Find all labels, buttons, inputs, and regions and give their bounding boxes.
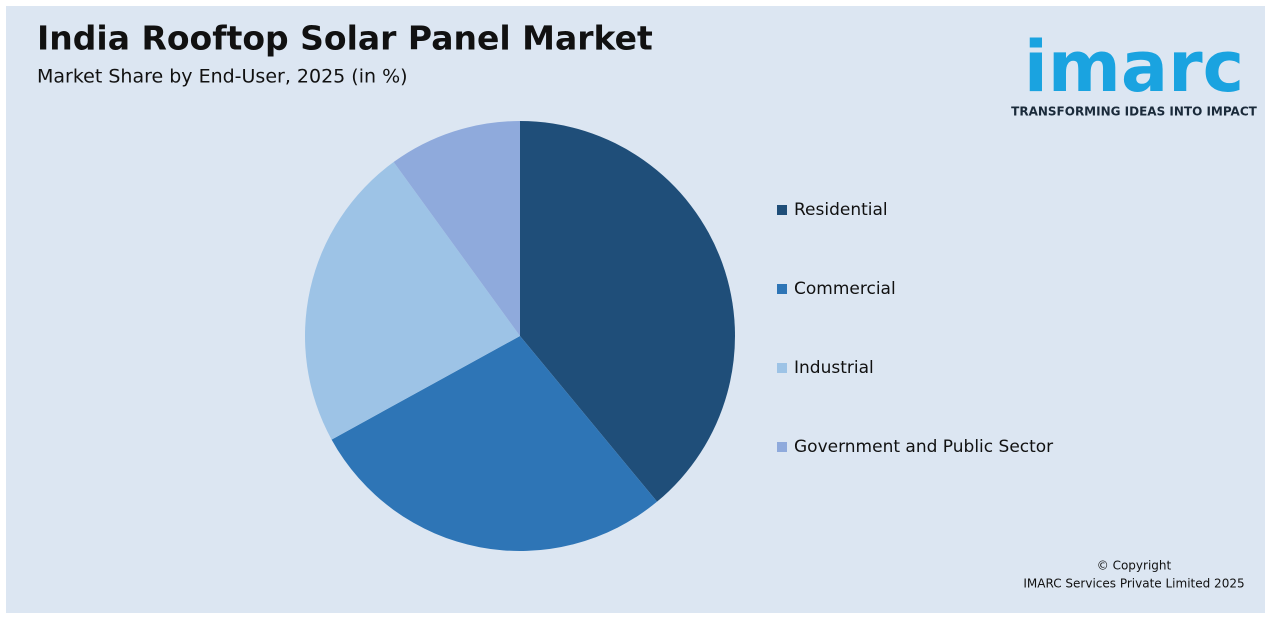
- pie-slice: [393, 121, 520, 336]
- copyright-company: IMARC Services Private Limited 2025: [1023, 577, 1244, 591]
- legend-label: Government and Public Sector: [794, 437, 1053, 457]
- logo-name: imarc: [1024, 26, 1244, 108]
- legend-label: Commercial: [794, 279, 896, 299]
- legend-swatch: [777, 284, 787, 294]
- pie-slice: [331, 336, 658, 551]
- logo-tagline: TRANSFORMING IDEAS INTO IMPACT: [1011, 105, 1258, 119]
- legend-swatch: [777, 205, 787, 215]
- pie-slice: [520, 121, 735, 502]
- legend-label: Residential: [794, 200, 888, 220]
- pie-slice: [305, 162, 520, 440]
- copyright: © Copyright: [1097, 559, 1172, 573]
- legend-swatch: [777, 442, 787, 452]
- legend-label: Industrial: [794, 358, 874, 378]
- legend-swatch: [777, 363, 787, 373]
- chart-title: India Rooftop Solar Panel Market: [37, 19, 653, 58]
- chart-subtitle: Market Share by End-User, 2025 (in %): [37, 66, 408, 88]
